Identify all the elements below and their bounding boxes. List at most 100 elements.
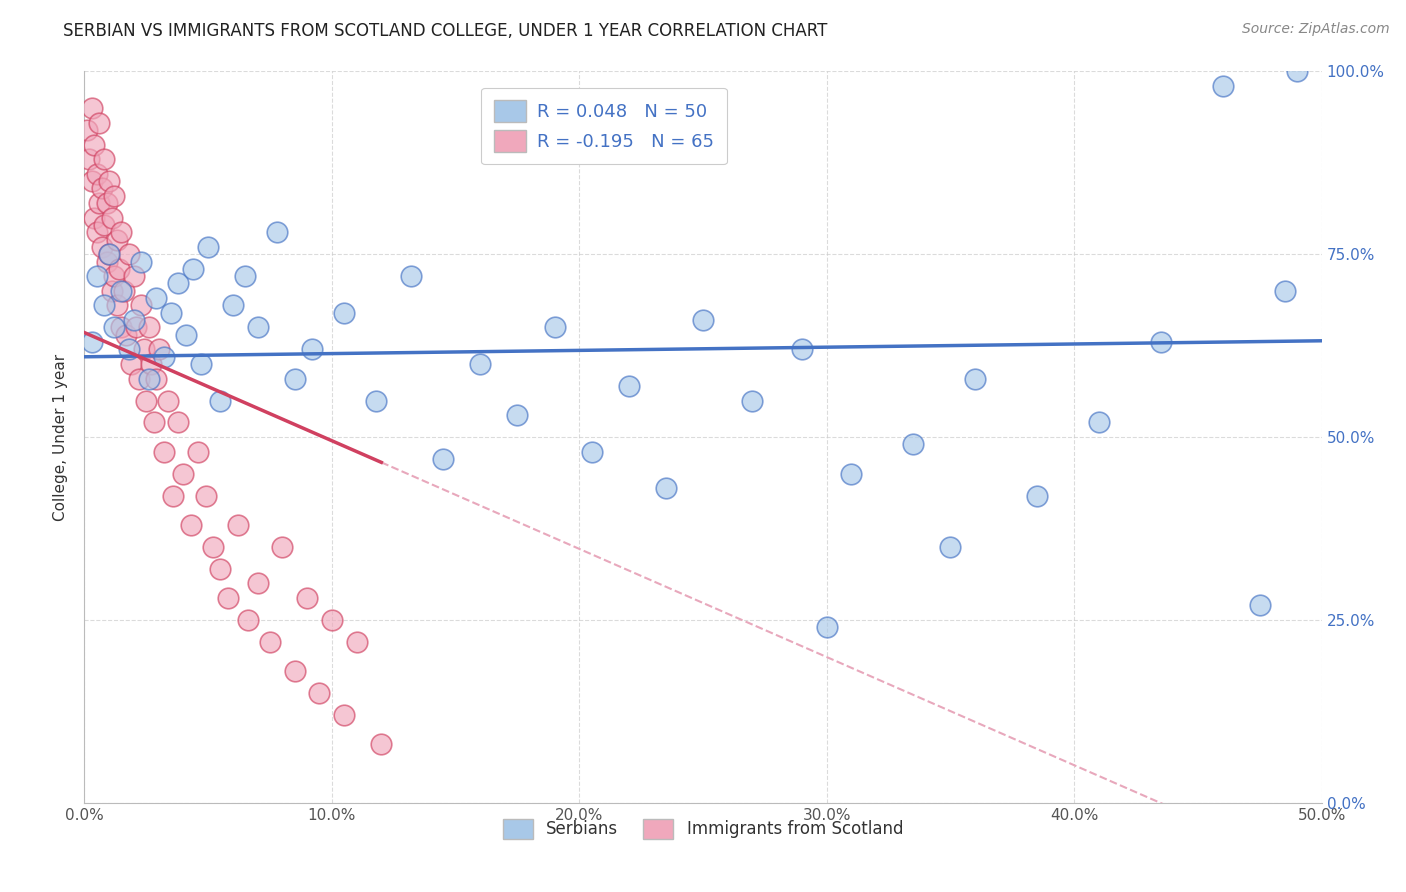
Point <box>370 737 392 751</box>
Point <box>100 211 122 225</box>
Point <box>152 350 174 364</box>
Point <box>841 467 863 481</box>
Point <box>80 174 103 188</box>
Point <box>259 635 281 649</box>
Point <box>132 343 155 357</box>
Point <box>79 152 101 166</box>
Point <box>86 225 108 239</box>
Point <box>174 327 197 342</box>
Point <box>86 269 108 284</box>
Point <box>145 291 167 305</box>
Point <box>90 240 112 254</box>
Point <box>162 489 184 503</box>
Point <box>333 708 356 723</box>
Point <box>172 467 194 481</box>
Point <box>167 416 190 430</box>
Point <box>790 343 813 357</box>
Point <box>209 562 232 576</box>
Point <box>129 298 152 312</box>
Point <box>118 343 141 357</box>
Point <box>209 393 232 408</box>
Point <box>194 489 217 503</box>
Point <box>125 320 148 334</box>
Point <box>96 254 118 268</box>
Point <box>110 284 132 298</box>
Text: SERBIAN VS IMMIGRANTS FROM SCOTLAND COLLEGE, UNDER 1 YEAR CORRELATION CHART: SERBIAN VS IMMIGRANTS FROM SCOTLAND COLL… <box>63 22 828 40</box>
Point <box>89 196 111 211</box>
Point <box>266 225 288 239</box>
Point <box>76 123 98 137</box>
Point <box>83 137 105 152</box>
Point <box>246 320 269 334</box>
Y-axis label: College, Under 1 year: College, Under 1 year <box>53 353 69 521</box>
Point <box>122 269 145 284</box>
Point <box>1249 599 1271 613</box>
Point <box>903 437 925 451</box>
Point <box>105 233 128 247</box>
Point <box>181 261 204 276</box>
Point <box>148 343 170 357</box>
Point <box>295 591 318 605</box>
Point <box>741 393 763 408</box>
Point <box>399 269 422 284</box>
Point <box>197 240 219 254</box>
Point <box>222 298 245 312</box>
Point <box>128 371 150 385</box>
Point <box>965 371 987 385</box>
Point <box>308 686 330 700</box>
Legend: Serbians, Immigrants from Scotland: Serbians, Immigrants from Scotland <box>496 812 910 846</box>
Point <box>692 313 714 327</box>
Point <box>118 247 141 261</box>
Point <box>138 320 160 334</box>
Point <box>98 247 121 261</box>
Point <box>90 181 112 195</box>
Point <box>202 540 225 554</box>
Point <box>135 393 157 408</box>
Point <box>100 284 122 298</box>
Point <box>141 357 163 371</box>
Point <box>122 313 145 327</box>
Point <box>80 334 103 349</box>
Point <box>108 261 131 276</box>
Point <box>115 327 138 342</box>
Point <box>157 393 180 408</box>
Point <box>103 320 125 334</box>
Point <box>333 306 356 320</box>
Point <box>1212 78 1234 93</box>
Point <box>346 635 368 649</box>
Point <box>120 357 142 371</box>
Point <box>187 444 209 458</box>
Point <box>110 320 132 334</box>
Point <box>236 613 259 627</box>
Point <box>89 115 111 129</box>
Point <box>93 152 115 166</box>
Point <box>284 664 307 678</box>
Point <box>96 196 118 211</box>
Point <box>93 218 115 232</box>
Point <box>86 167 108 181</box>
Point <box>98 174 121 188</box>
Point <box>1088 416 1111 430</box>
Point <box>543 320 565 334</box>
Point <box>470 357 492 371</box>
Point <box>160 306 183 320</box>
Point <box>112 284 135 298</box>
Point <box>129 254 152 268</box>
Text: Source: ZipAtlas.com: Source: ZipAtlas.com <box>1241 22 1389 37</box>
Point <box>321 613 343 627</box>
Point <box>432 452 454 467</box>
Point <box>366 393 388 408</box>
Point <box>103 188 125 202</box>
Point <box>142 416 165 430</box>
Point <box>1150 334 1173 349</box>
Point <box>190 357 212 371</box>
Point <box>83 211 105 225</box>
Point <box>617 379 640 393</box>
Point <box>110 225 132 239</box>
Point <box>80 101 103 115</box>
Point <box>98 247 121 261</box>
Point <box>815 620 838 634</box>
Point <box>217 591 239 605</box>
Point <box>93 298 115 312</box>
Point <box>1285 64 1308 78</box>
